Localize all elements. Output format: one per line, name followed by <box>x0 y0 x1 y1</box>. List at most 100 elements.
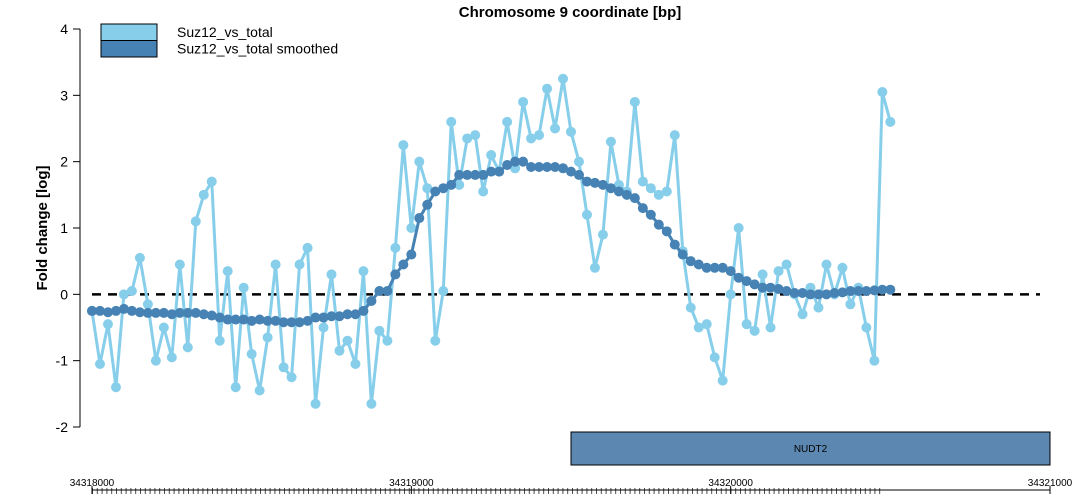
data-point <box>94 358 105 369</box>
data-point <box>270 259 281 270</box>
data-point <box>526 161 537 172</box>
data-point <box>390 269 401 280</box>
data-point <box>542 83 553 94</box>
data-point <box>142 307 153 318</box>
data-point <box>414 156 425 167</box>
data-point <box>190 307 201 318</box>
data-point <box>382 286 393 297</box>
legend-swatch <box>100 40 158 58</box>
data-point <box>470 130 481 141</box>
data-point <box>709 262 720 273</box>
data-point <box>709 352 720 363</box>
data-point <box>446 179 457 190</box>
data-point <box>326 311 337 322</box>
data-point <box>302 242 313 253</box>
data-point <box>118 303 129 314</box>
data-point <box>837 287 848 298</box>
data-point <box>166 352 177 363</box>
data-point <box>829 288 840 299</box>
data-point <box>518 156 529 167</box>
gene-box <box>570 431 1051 466</box>
data-point <box>637 203 648 214</box>
data-point <box>278 317 289 328</box>
data-point <box>166 309 177 320</box>
plot-layer: -2 -1 0 1 2 3 4 34318000 34319000 34320000 3432100… <box>56 21 1073 494</box>
data-point <box>813 302 824 313</box>
data-point <box>573 169 584 180</box>
data-point <box>366 398 377 409</box>
data-point <box>502 116 513 127</box>
data-point <box>558 163 569 174</box>
data-point <box>629 193 640 204</box>
data-point <box>534 161 545 172</box>
data-point <box>310 398 321 409</box>
data-point <box>198 189 209 200</box>
data-point <box>885 284 896 295</box>
data-point <box>757 269 768 280</box>
data-point <box>845 299 856 310</box>
data-point <box>869 355 880 366</box>
data-point <box>805 289 816 300</box>
y-tick-label: 4 <box>60 21 68 37</box>
data-point <box>773 284 784 295</box>
data-point <box>877 284 888 295</box>
data-point <box>374 286 385 297</box>
data-point <box>334 345 345 356</box>
data-point <box>398 259 409 270</box>
data-point <box>621 189 632 200</box>
data-point <box>741 319 752 330</box>
data-point <box>326 269 337 280</box>
data-point <box>230 314 241 325</box>
data-point <box>286 372 297 383</box>
data-point <box>494 166 505 177</box>
data-point <box>717 375 728 386</box>
data-point <box>510 156 521 167</box>
data-point <box>637 176 648 187</box>
data-point <box>238 282 249 293</box>
data-point <box>725 266 736 277</box>
data-point <box>198 309 209 320</box>
data-point <box>661 186 672 197</box>
data-point <box>318 312 329 323</box>
data-point <box>334 311 345 322</box>
data-point <box>693 259 704 270</box>
data-point <box>853 286 864 297</box>
data-point <box>134 307 145 318</box>
y-tick-label: -1 <box>56 353 69 369</box>
data-point <box>262 332 273 343</box>
data-point <box>717 262 728 273</box>
data-point <box>821 259 832 270</box>
data-point <box>366 295 377 306</box>
data-point <box>254 314 265 325</box>
data-point <box>821 289 832 300</box>
data-point <box>589 177 600 188</box>
data-point <box>550 123 561 134</box>
x-tick-label: 34320000 <box>708 478 753 489</box>
data-point <box>150 355 161 366</box>
data-point <box>206 176 217 187</box>
data-point <box>773 266 784 277</box>
data-point <box>781 259 792 270</box>
data-point <box>797 309 808 320</box>
data-point <box>478 186 489 197</box>
data-point <box>845 286 856 297</box>
data-point <box>685 256 696 267</box>
data-point <box>589 262 600 273</box>
data-point <box>661 226 672 237</box>
y-tick-label: 0 <box>60 286 68 302</box>
data-point <box>222 266 233 277</box>
chart-title: Chromosome 9 coordinate [bp] <box>459 4 682 21</box>
data-point <box>230 382 241 393</box>
data-point <box>869 285 880 296</box>
x-tick-label: 34319000 <box>389 478 434 489</box>
data-point <box>534 130 545 141</box>
data-point <box>286 317 297 328</box>
data-point <box>430 186 441 197</box>
data-point <box>789 288 800 299</box>
data-point <box>877 87 888 98</box>
data-point <box>605 136 616 147</box>
data-point <box>693 322 704 333</box>
data-point <box>342 335 353 346</box>
data-point <box>446 116 457 127</box>
data-point <box>861 322 872 333</box>
